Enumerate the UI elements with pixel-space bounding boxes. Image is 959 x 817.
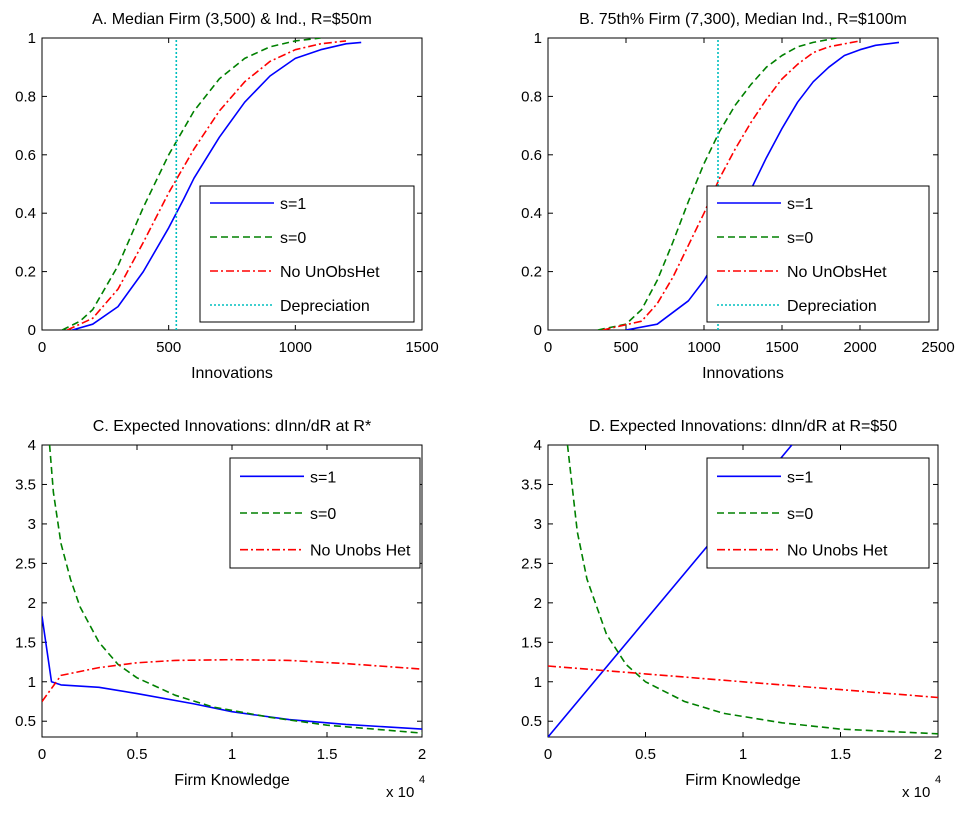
legend: s=1 s=0 No Unobs Het: [706, 457, 930, 569]
chart-panel-0: A. Median Firm (3,500) & Ind., R=$50m 0 50…: [15, 11, 439, 382]
y-tick-label: 0.2: [521, 264, 542, 281]
x-axis-multiplier: x 10: [386, 784, 414, 801]
x-tick-label: 1: [228, 746, 236, 763]
y-tick-label: 2.5: [15, 555, 36, 572]
x-tick-label: 0: [38, 746, 46, 763]
legend-label: Depreciation: [787, 298, 877, 315]
y-tick-label: 1: [534, 30, 542, 47]
y-tick-label: 2: [28, 595, 36, 612]
x-axis-multiplier-exponent: 4: [419, 774, 425, 786]
x-tick-label: 0: [38, 339, 46, 356]
x-tick-label: 500: [613, 339, 638, 356]
y-tick-label: 0.2: [15, 264, 36, 281]
y-tick-label: 0.4: [15, 205, 36, 222]
x-tick-label: 2: [418, 746, 426, 763]
series-line-s-0: [597, 38, 837, 330]
x-tick-label: 0: [544, 746, 552, 763]
x-axis-label: Innovations: [702, 365, 784, 382]
y-tick-label: 0: [28, 322, 36, 339]
x-tick-label: 0.5: [635, 746, 656, 763]
x-tick-label: 0: [544, 339, 552, 356]
chart-title: D. Expected Innovations: dInn/dR at R=$5…: [589, 418, 897, 435]
legend-label: No Unobs Het: [310, 543, 411, 560]
x-tick-label: 2500: [921, 339, 954, 356]
chart-panel-1: B. 75th% Firm (7,300), Median Ind., R=$1…: [521, 11, 955, 382]
y-tick-label: 0: [534, 322, 542, 339]
legend-label: s=1: [280, 196, 306, 213]
x-axis-multiplier: x 10: [902, 784, 930, 801]
legend-label: s=1: [787, 469, 813, 486]
legend-label: No UnObsHet: [787, 264, 887, 281]
y-tick-label: 0.5: [521, 713, 542, 730]
series-line-s-1: [72, 41, 362, 330]
legend-label: s=0: [787, 506, 813, 523]
legend: s=1 s=0 No UnObsHet Depreciation: [199, 185, 415, 323]
legend: s=1 s=0 No Unobs Het: [229, 457, 421, 569]
x-axis-label: Innovations: [191, 365, 273, 382]
y-tick-label: 0.6: [521, 147, 542, 164]
legend-box: [706, 185, 930, 323]
x-tick-label: 0.5: [127, 746, 148, 763]
legend-label: s=1: [787, 196, 813, 213]
chart-panel-3: D. Expected Innovations: dInn/dR at R=$5…: [521, 418, 942, 801]
y-tick-label: 2.5: [521, 555, 542, 572]
y-tick-label: 1: [534, 674, 542, 691]
series-group: [61, 38, 362, 330]
y-tick-label: 0.8: [15, 88, 36, 105]
x-tick-label: 1500: [405, 339, 438, 356]
legend-label: No UnObsHet: [280, 264, 380, 281]
x-tick-label: 1000: [279, 339, 312, 356]
x-axis-label: Firm Knowledge: [685, 772, 801, 789]
legend-box: [199, 185, 415, 323]
chart-panel-2: C. Expected Innovations: dInn/dR at R*0 0…: [15, 418, 426, 801]
series-line-s-1: [42, 616, 422, 730]
x-tick-label: 1: [739, 746, 747, 763]
chart-title: A. Median Firm (3,500) & Ind., R=$50m: [92, 11, 372, 28]
x-tick-label: 2000: [843, 339, 876, 356]
series-line-no-unobs-het: [42, 658, 422, 702]
series-line-s-1: [625, 41, 900, 330]
legend: s=1 s=0 No UnObsHet Depreciation: [706, 185, 930, 323]
y-tick-label: 0.4: [521, 205, 542, 222]
y-tick-label: 1: [28, 30, 36, 47]
series-group: [42, 445, 422, 734]
series-line-no-unobshet: [66, 40, 347, 330]
series-line-no-unobs-het: [548, 665, 938, 699]
y-tick-label: 3: [534, 516, 542, 533]
x-tick-label: 500: [156, 339, 181, 356]
y-tick-label: 3.5: [15, 476, 36, 493]
series-line-s-0: [48, 445, 422, 734]
y-tick-label: 2: [534, 595, 542, 612]
x-tick-label: 1.5: [317, 746, 338, 763]
x-tick-label: 2: [934, 746, 942, 763]
x-axis-multiplier-exponent: 4: [935, 774, 941, 786]
series-line-no-unobshet: [602, 40, 861, 330]
series-line-s-0: [61, 38, 321, 330]
legend-label: s=0: [310, 506, 336, 523]
x-axis-label: Firm Knowledge: [174, 772, 290, 789]
series-line-s-0: [566, 445, 938, 735]
y-tick-label: 1: [28, 674, 36, 691]
y-tick-label: 1.5: [15, 634, 36, 651]
legend-label: s=1: [310, 469, 336, 486]
legend-label: s=0: [280, 230, 306, 247]
y-tick-label: 3.5: [521, 476, 542, 493]
y-tick-label: 4: [534, 437, 542, 454]
chart-title: C. Expected Innovations: dInn/dR at R*: [93, 418, 371, 435]
legend-label: Depreciation: [280, 298, 370, 315]
x-tick-label: 1000: [687, 339, 720, 356]
x-tick-label: 1.5: [830, 746, 851, 763]
y-tick-label: 3: [28, 516, 36, 533]
chart-title: B. 75th% Firm (7,300), Median Ind., R=$1…: [579, 11, 907, 28]
legend-label: No Unobs Het: [787, 543, 888, 560]
y-tick-label: 0.5: [15, 713, 36, 730]
y-tick-label: 0.6: [15, 147, 36, 164]
x-tick-label: 1500: [765, 339, 798, 356]
legend-label: s=0: [787, 230, 813, 247]
y-tick-label: 1.5: [521, 634, 542, 651]
y-tick-label: 4: [28, 437, 36, 454]
y-tick-label: 0.8: [521, 88, 542, 105]
